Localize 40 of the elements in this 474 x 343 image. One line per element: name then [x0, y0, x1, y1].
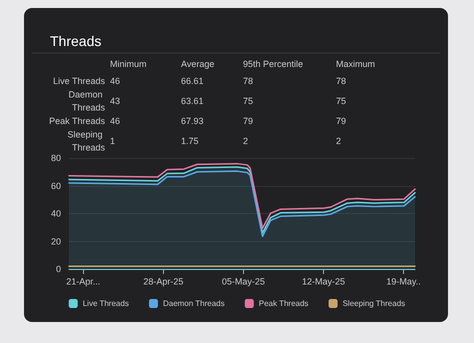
text: 46	[110, 76, 120, 86]
text: Average	[181, 59, 214, 69]
y-tick-label: 80	[50, 153, 61, 163]
text: Sleeping	[67, 130, 102, 140]
text: Live Threads	[53, 76, 106, 86]
legend-label: Sleeping Threads	[342, 299, 406, 308]
text: 1.75	[181, 136, 199, 146]
text: 78	[243, 76, 254, 86]
text: 1	[110, 136, 116, 146]
text: 63.61	[181, 96, 204, 106]
text: 2	[243, 136, 248, 146]
y-tick-label: 20	[50, 236, 61, 246]
chart-title: Threads	[50, 33, 102, 49]
x-tick-label: 12-May-25	[302, 276, 346, 286]
text: 75	[243, 96, 254, 106]
x-tick-label: 19-May..	[386, 276, 421, 286]
text: 75	[336, 96, 346, 106]
text: 2	[336, 136, 342, 146]
text: Daemon Threads	[68, 90, 106, 112]
text: 43	[110, 96, 120, 106]
y-tick-label: 60	[50, 180, 61, 191]
y-tick-label: 0	[56, 264, 61, 274]
x-tick-label: 28-Apr-25	[143, 276, 184, 286]
text: Maximum	[336, 59, 376, 69]
x-tick-label: 21-Apr...	[66, 276, 100, 286]
legend-label: Daemon Threads	[162, 299, 225, 308]
legend-label: Live Threads	[82, 299, 129, 308]
text: 46	[110, 116, 120, 126]
y-tick-label: 40	[50, 208, 61, 218]
text: 78	[336, 76, 346, 86]
x-tick-label: 05-May-25	[222, 276, 265, 286]
text: 95th Percentile	[243, 59, 304, 69]
text: 79	[243, 116, 254, 126]
text: Peak Threads	[49, 116, 106, 126]
text: Minimum	[110, 59, 147, 69]
text: 79	[336, 116, 346, 126]
chart-title: Threads	[72, 142, 106, 152]
legend-label: Peak Threads	[258, 299, 308, 308]
text: 67.93	[181, 116, 204, 126]
text: 66.61	[181, 76, 204, 86]
